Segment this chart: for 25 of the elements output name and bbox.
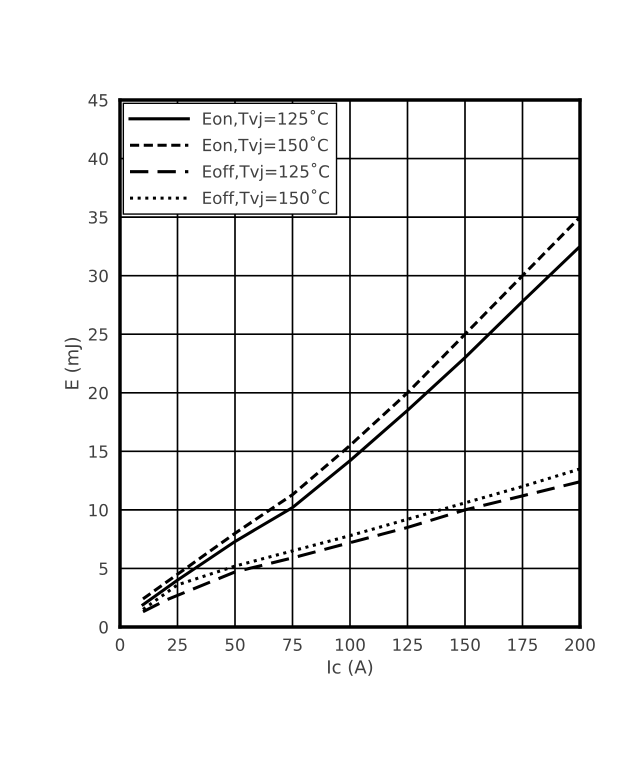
x-tick-label: 25	[168, 638, 187, 652]
x-axis-title: Ic (A)	[328, 660, 372, 676]
x-tick-label: 200	[565, 638, 595, 652]
y-tick-label: 15	[90, 446, 108, 458]
x-tick-label: 150	[450, 638, 480, 652]
y-tick-label: 45	[88, 94, 108, 107]
y-tick-label: 20	[88, 386, 108, 400]
y-axis-title: E (mJ)	[64, 338, 82, 389]
x-tick-label: 75	[283, 638, 302, 652]
y-tick-label: 0	[99, 620, 108, 634]
y-tick-label: 35	[88, 211, 108, 224]
x-tick-label: 100	[336, 638, 365, 652]
y-tick-label: 40	[88, 152, 108, 166]
legend-label: Eoff,Tvj=125˚C	[203, 162, 329, 181]
y-tick-label: 10	[90, 504, 108, 516]
y-tick-label: 25	[88, 328, 108, 341]
x-tick-label: 125	[393, 638, 422, 652]
legend-label: Eon,Tvj=125˚C	[203, 110, 328, 128]
x-tick-label: 50	[226, 638, 244, 652]
legend-label: Eon,Tvj=150˚C	[203, 136, 328, 155]
legend-label: Eoff,Tvj=150˚C	[203, 189, 329, 208]
x-tick-label: 175	[508, 638, 537, 652]
y-tick-label: 30	[88, 270, 108, 282]
x-tick-label: 0	[116, 638, 124, 652]
y-tick-label: 5	[100, 562, 108, 576]
